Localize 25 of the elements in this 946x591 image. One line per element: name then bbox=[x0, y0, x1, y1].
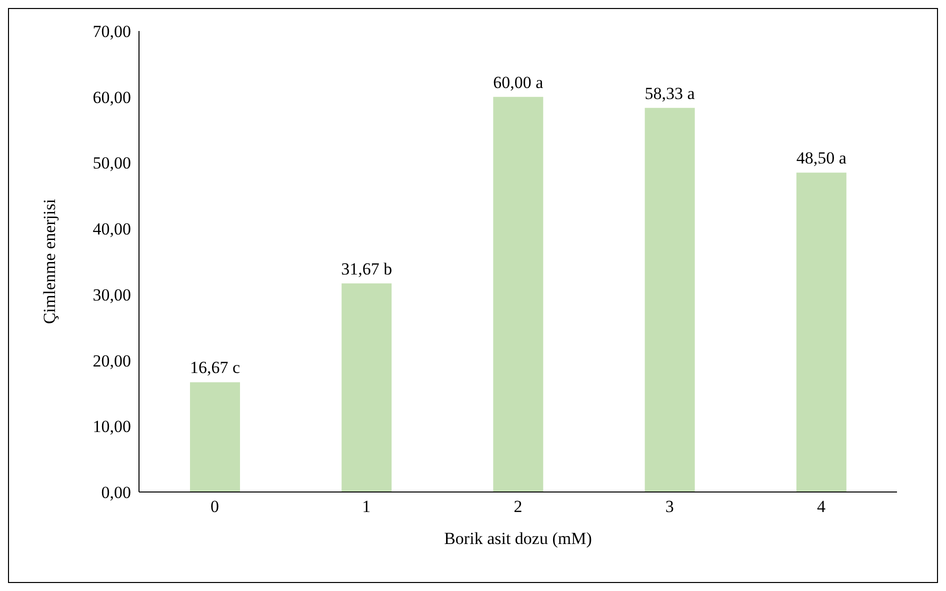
x-axis-title: Borik asit dozu (mM) bbox=[444, 529, 592, 548]
bar bbox=[342, 283, 392, 492]
data-label: 60,00 a bbox=[493, 72, 544, 92]
y-axis-title: Çimlenme enerjisi bbox=[40, 198, 60, 324]
y-tick-label: 50,00 bbox=[92, 154, 131, 173]
x-tick-label: 0 bbox=[210, 497, 220, 516]
y-tick-label: 20,00 bbox=[92, 351, 131, 370]
y-tick-label: 40,00 bbox=[92, 220, 131, 239]
bar bbox=[644, 108, 695, 492]
y-tick-label: 0,00 bbox=[101, 483, 131, 502]
data-label: 58,33 a bbox=[644, 84, 696, 103]
y-tick-label: 10,00 bbox=[92, 417, 131, 436]
bar bbox=[796, 172, 846, 492]
y-tick-label: 70,00 bbox=[92, 22, 131, 42]
data-label: 16,67 c bbox=[190, 358, 240, 378]
data-label: 48,50 a bbox=[796, 148, 847, 168]
x-tick-label: 2 bbox=[514, 497, 522, 516]
bar bbox=[190, 382, 240, 492]
data-label: 31,67 b bbox=[341, 259, 392, 278]
y-tick-label: 30,00 bbox=[92, 285, 131, 304]
y-tick-label: 60,00 bbox=[92, 88, 131, 107]
x-tick-label: 3 bbox=[665, 497, 674, 516]
x-tick-label: 1 bbox=[362, 497, 371, 516]
bar bbox=[493, 96, 544, 492]
x-tick-label: 4 bbox=[816, 497, 826, 516]
